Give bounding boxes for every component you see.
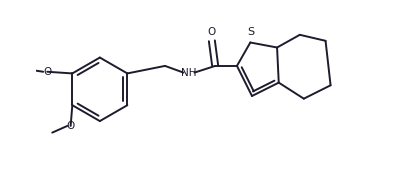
- Text: NH: NH: [181, 68, 196, 78]
- Text: O: O: [43, 67, 51, 77]
- Text: O: O: [208, 27, 216, 37]
- Text: O: O: [66, 121, 75, 131]
- Text: S: S: [247, 27, 254, 37]
